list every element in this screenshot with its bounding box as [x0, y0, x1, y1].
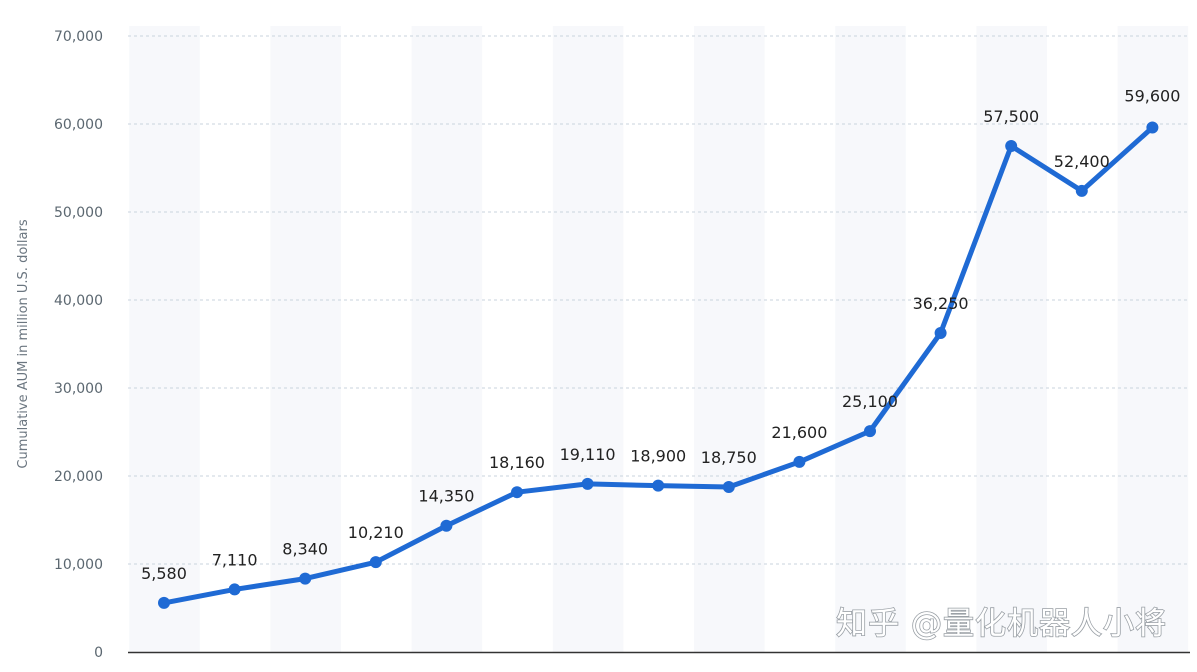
data-point: [864, 425, 876, 438]
data-point: [511, 486, 523, 499]
column-band: [129, 26, 200, 652]
data-label: 8,340: [282, 540, 328, 559]
data-point: [1075, 184, 1088, 197]
column-band: [552, 26, 624, 652]
data-point: [1146, 121, 1159, 134]
data-label: 25,100: [842, 392, 898, 411]
y-axis-ticks: 0 10,000 20,000 30,000 40,000 50,000 60,000 70,…: [54, 29, 103, 661]
y-tick-label: 0: [94, 645, 103, 661]
gridlines: [128, 35, 1190, 565]
data-label: 59,600: [1124, 87, 1180, 106]
y-tick-label: 30,000: [54, 381, 103, 397]
data-label: 36,250: [913, 294, 969, 313]
column-band: [976, 26, 1047, 652]
y-axis-label: Cumulative AUM in million U.S. dollars: [16, 219, 31, 468]
data-labels: 5,580 7,110 8,340 10,210 14,350 18,160 19,110 1…: [141, 87, 1180, 583]
data-point: [722, 481, 735, 493]
data-label: 18,900: [630, 447, 686, 466]
column-bands: [129, 26, 1189, 652]
data-label: 21,600: [771, 423, 827, 442]
column-band: [270, 26, 341, 652]
data-point: [228, 583, 241, 596]
data-point: [299, 572, 312, 585]
data-label: 18,750: [701, 448, 757, 467]
data-label: 19,110: [560, 445, 616, 464]
y-tick-label: 70,000: [54, 29, 103, 45]
y-tick-label: 50,000: [54, 205, 103, 221]
data-point: [369, 556, 382, 569]
data-point: [793, 455, 806, 468]
data-point: [158, 596, 170, 609]
data-point: [652, 479, 665, 492]
data-point: [440, 519, 453, 532]
column-band: [694, 26, 765, 652]
y-tick-label: 60,000: [54, 117, 103, 133]
data-label: 57,500: [983, 107, 1039, 126]
data-label: 7,110: [212, 550, 258, 569]
data-label: 14,350: [418, 487, 474, 506]
data-points: [158, 121, 1159, 609]
data-point: [581, 477, 594, 490]
data-label: 18,160: [489, 453, 545, 472]
column-band: [835, 26, 906, 652]
data-point: [934, 327, 947, 339]
y-tick-label: 10,000: [54, 557, 103, 573]
data-point: [1005, 140, 1018, 152]
y-tick-label: 40,000: [54, 293, 103, 309]
data-label: 10,210: [348, 523, 404, 542]
y-tick-label: 20,000: [54, 469, 103, 485]
column-band: [1117, 26, 1189, 652]
watermark-text: 知乎 @量化机器人小将: [836, 606, 1167, 642]
column-band: [411, 26, 483, 652]
data-label: 52,400: [1054, 152, 1110, 171]
data-label: 5,580: [141, 564, 187, 583]
